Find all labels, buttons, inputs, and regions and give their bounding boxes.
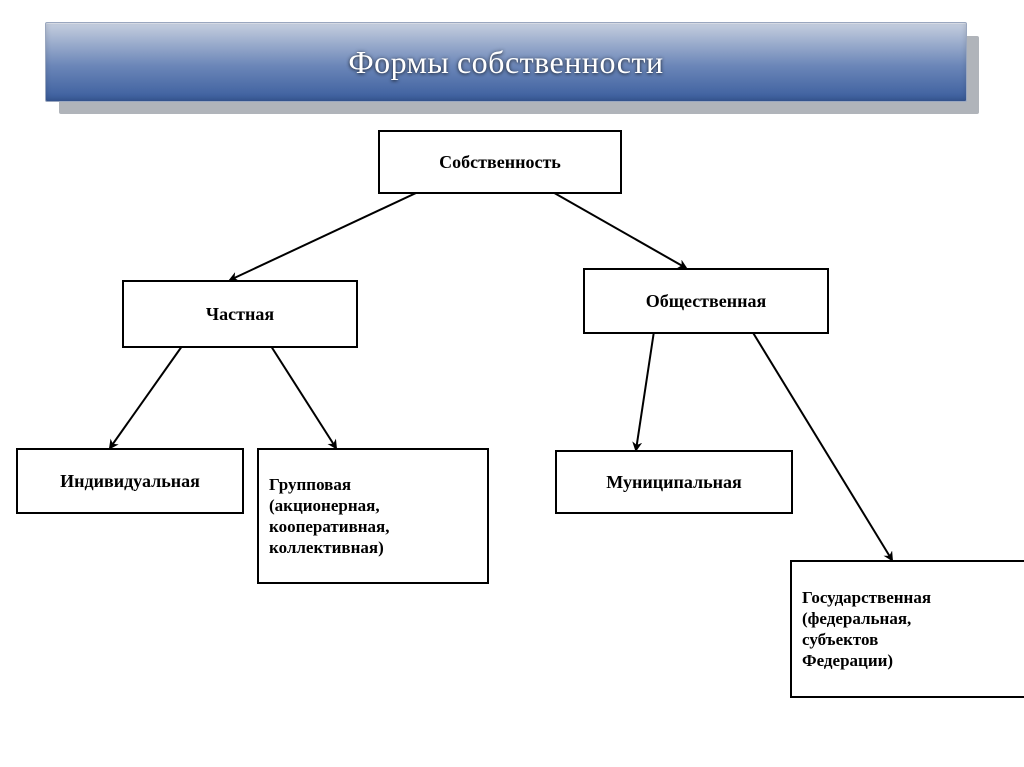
tree-edge-public-muni bbox=[636, 318, 656, 450]
slide-title: Формы собственности bbox=[348, 44, 663, 81]
slide-canvas: Формы собственности Собственность Частная… bbox=[0, 0, 1024, 767]
title-bar: Формы собственности bbox=[45, 22, 967, 102]
tree-node-state: Государственная(федеральная,субъектовФед… bbox=[790, 560, 1024, 698]
tree-node-private: Частная bbox=[122, 280, 358, 348]
tree-node-muni: Муниципальная bbox=[555, 450, 793, 514]
tree-edge-private-group bbox=[262, 332, 336, 448]
tree-node-root: Собственность bbox=[378, 130, 622, 194]
tree-node-group: Групповая(акционерная,кооперативная,колл… bbox=[257, 448, 489, 584]
tree-node-public: Общественная bbox=[583, 268, 829, 334]
tree-edge-public-state bbox=[744, 318, 892, 560]
tree-node-indiv: Индивидуальная bbox=[16, 448, 244, 514]
tree-edge-private-indiv bbox=[110, 332, 192, 448]
